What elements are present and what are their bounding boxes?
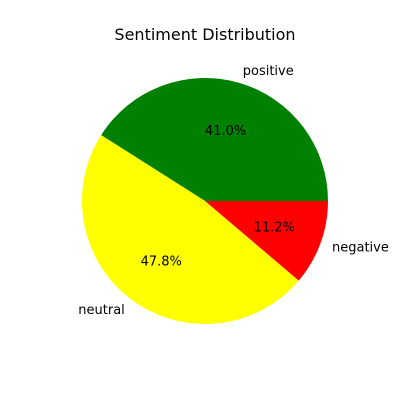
- chart-title: Sentiment Distribution: [114, 25, 295, 44]
- pie-slice-negative: [205, 201, 328, 281]
- pie-slices: [82, 78, 328, 324]
- pct-label-neutral: 47.8%: [141, 254, 182, 269]
- pie-slice-positive: [101, 78, 328, 201]
- pie-labels: positive 41.0% neutral 47.8% negative 11.2%: [78, 64, 389, 318]
- pct-label-negative: 11.2%: [254, 220, 295, 235]
- pct-label-positive: 41.0%: [205, 124, 246, 139]
- slice-label-positive: positive: [243, 64, 294, 79]
- slice-label-negative: negative: [332, 241, 389, 256]
- slice-label-neutral: neutral: [78, 303, 125, 318]
- pie-slice-neutral: [82, 135, 299, 324]
